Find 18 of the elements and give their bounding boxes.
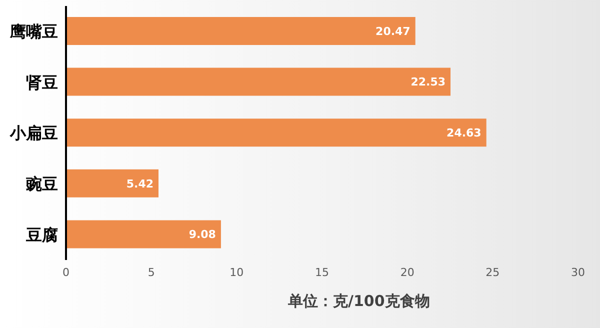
x-tick-label: 0 <box>62 266 70 279</box>
x-axis-title: 单位：克/100克食物 <box>288 292 430 311</box>
x-tick-label: 20 <box>400 266 414 279</box>
data-label: 22.53 <box>410 76 446 89</box>
y-tick-label: 豌豆 <box>25 174 58 194</box>
x-tick-label: 30 <box>571 266 585 279</box>
data-label: 5.42 <box>126 177 154 190</box>
x-tick-label: 15 <box>315 266 329 279</box>
y-tick-label: 豆腐 <box>25 225 58 244</box>
y-tick-label: 鹰嘴豆 <box>9 22 58 42</box>
x-tick-label: 10 <box>230 266 244 279</box>
x-tick-label: 25 <box>486 266 500 279</box>
data-label: 20.47 <box>376 24 410 38</box>
data-label: 9.08 <box>188 228 216 242</box>
y-tick-label: 小扁豆 <box>9 124 58 143</box>
data-label: 24.63 <box>446 126 482 140</box>
y-tick-label: 肾豆 <box>26 72 58 92</box>
x-tick-label: 5 <box>148 266 155 279</box>
